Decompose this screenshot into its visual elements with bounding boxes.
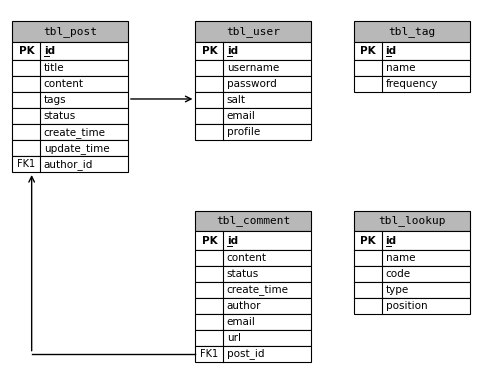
Text: author: author <box>226 301 261 311</box>
Text: tbl_lookup: tbl_lookup <box>378 216 446 227</box>
Bar <box>195 60 311 76</box>
Text: position: position <box>386 301 427 311</box>
Bar <box>354 250 470 266</box>
Text: username: username <box>226 63 279 74</box>
Bar <box>195 250 311 266</box>
Bar <box>195 298 311 314</box>
Bar <box>12 92 128 108</box>
Text: id: id <box>44 46 55 56</box>
Text: salt: salt <box>226 95 245 105</box>
Text: profile: profile <box>226 127 260 137</box>
Bar <box>354 211 470 231</box>
Bar <box>195 21 311 42</box>
Bar <box>354 42 470 60</box>
Text: FK1: FK1 <box>200 349 218 359</box>
Text: id: id <box>386 46 396 56</box>
Text: title: title <box>44 63 64 74</box>
Text: tags: tags <box>44 95 66 105</box>
Text: tbl_post: tbl_post <box>43 26 97 37</box>
Bar <box>195 76 311 92</box>
Bar <box>12 60 128 76</box>
Text: tbl_comment: tbl_comment <box>216 216 290 227</box>
Bar <box>195 231 311 250</box>
Text: code: code <box>386 269 411 279</box>
Bar <box>354 231 470 250</box>
Bar <box>195 314 311 329</box>
Text: PK: PK <box>19 46 34 56</box>
Bar <box>12 124 128 140</box>
Text: email: email <box>226 317 256 326</box>
Bar <box>195 282 311 298</box>
Bar <box>354 60 470 76</box>
Bar <box>354 76 470 92</box>
Bar <box>354 21 470 42</box>
Bar <box>12 21 128 42</box>
Text: status: status <box>226 269 259 279</box>
Text: post_id: post_id <box>226 348 264 359</box>
Bar <box>354 282 470 298</box>
Text: type: type <box>386 285 409 295</box>
Text: tbl_user: tbl_user <box>226 26 280 37</box>
Bar <box>12 140 128 156</box>
Text: FK1: FK1 <box>18 159 36 169</box>
Text: id: id <box>386 236 396 245</box>
Text: update_time: update_time <box>44 143 109 154</box>
Bar <box>12 108 128 124</box>
Bar <box>354 298 470 314</box>
Text: author_id: author_id <box>44 159 93 170</box>
Text: content: content <box>226 253 267 263</box>
Text: name: name <box>386 63 415 74</box>
Text: frequency: frequency <box>386 79 438 89</box>
Text: password: password <box>226 79 277 89</box>
Text: create_time: create_time <box>226 284 289 295</box>
Bar <box>195 42 311 60</box>
Text: name: name <box>386 253 415 263</box>
Bar <box>195 266 311 282</box>
Bar <box>195 211 311 231</box>
Bar <box>354 266 470 282</box>
Bar <box>12 42 128 60</box>
Bar <box>195 108 311 124</box>
Text: PK: PK <box>202 236 217 245</box>
Text: content: content <box>44 79 84 89</box>
Bar <box>12 76 128 92</box>
Text: PK: PK <box>202 46 217 56</box>
Text: email: email <box>226 111 256 121</box>
Text: status: status <box>44 111 76 121</box>
Text: id: id <box>226 46 238 56</box>
Bar <box>195 329 311 346</box>
Bar <box>195 124 311 140</box>
Text: tbl_tag: tbl_tag <box>388 26 436 37</box>
Text: id: id <box>226 236 238 245</box>
Bar <box>12 156 128 172</box>
Bar <box>195 92 311 108</box>
Text: url: url <box>226 333 241 343</box>
Text: create_time: create_time <box>44 127 106 138</box>
Text: PK: PK <box>360 236 376 245</box>
Text: PK: PK <box>360 46 376 56</box>
Bar <box>195 346 311 362</box>
